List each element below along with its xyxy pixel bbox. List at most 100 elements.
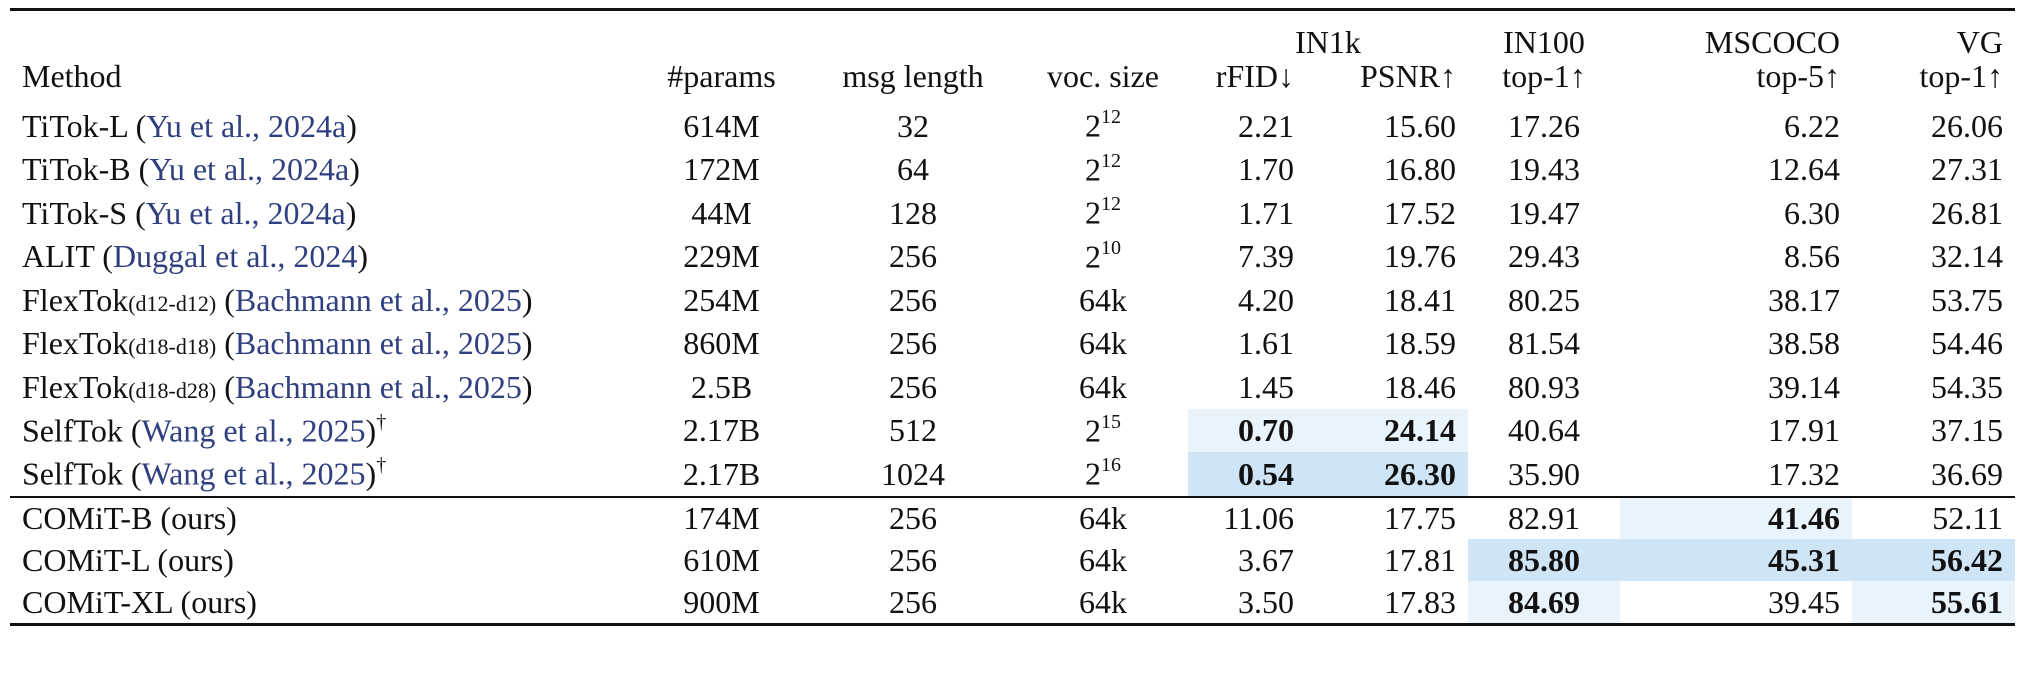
citation-link[interactable]: Duggal et al., 2024 bbox=[112, 238, 358, 275]
method-variant: (d18-d28) bbox=[128, 377, 217, 403]
method-cell: FlexTok(d12-d12) (Bachmann et al., 2025) bbox=[22, 281, 533, 318]
params-cell: 172M bbox=[683, 151, 760, 188]
col-psnr: PSNR↑ bbox=[1359, 58, 1457, 94]
col-vg-top1: top-1↑ bbox=[1919, 58, 2004, 94]
mscoco-cell: 8.56 bbox=[1784, 238, 1841, 275]
psnr-cell-highlight: 24.14 bbox=[1306, 408, 1469, 452]
voc-cell: 212 bbox=[1018, 104, 1188, 148]
table-row: ALIT (Duggal et al., 2024) 229M 256 210 … bbox=[10, 235, 2015, 279]
voc-base: 2 bbox=[1085, 238, 1101, 275]
col-msg-length: msg length bbox=[842, 58, 984, 94]
mscoco-cell: 6.22 bbox=[1784, 107, 1841, 144]
voc-exp: 10 bbox=[1101, 236, 1121, 259]
psnr-cell: 17.81 bbox=[1384, 542, 1457, 579]
method-cell: COMiT-B (ours) bbox=[22, 500, 237, 537]
psnr-cell: 16.80 bbox=[1384, 151, 1457, 188]
msg-cell: 128 bbox=[889, 194, 937, 231]
voc-base: 2 bbox=[1085, 151, 1101, 188]
mscoco-cell: 17.91 bbox=[1768, 412, 1841, 449]
method-name: FlexTok bbox=[22, 325, 129, 362]
msg-cell: 256 bbox=[889, 325, 937, 362]
in100-cell: 19.47 bbox=[1508, 194, 1581, 231]
method-variant: (d12-d12) bbox=[128, 290, 217, 316]
msg-cell: 256 bbox=[889, 281, 937, 318]
params-cell: 2.5B bbox=[690, 368, 753, 405]
rfid-cell: 3.67 bbox=[1238, 542, 1294, 579]
voc-base: 2 bbox=[1085, 456, 1101, 493]
in100-cell: 35.90 bbox=[1468, 452, 1621, 498]
table-row: FlexTok(d18-d28) (Bachmann et al., 2025)… bbox=[10, 365, 2015, 409]
psnr-cell: 15.60 bbox=[1384, 107, 1457, 144]
citation-link[interactable]: Bachmann et al., 2025 bbox=[234, 281, 522, 318]
table-row: COMiT-L (ours) 610M 256 64k 3.67 17.81 8… bbox=[10, 539, 2016, 582]
method-cell: SelfTok (Wang et al., 2025)† bbox=[22, 410, 387, 449]
table-row: FlexTok(d12-d12) (Bachmann et al., 2025)… bbox=[10, 278, 2015, 322]
mscoco-cell: 12.64 bbox=[1768, 151, 1841, 188]
vg-cell-highlight: 55.61 bbox=[1852, 581, 2016, 626]
params-cell: 900M bbox=[635, 581, 808, 626]
vg-cell: 32.14 bbox=[1931, 238, 2004, 275]
mscoco-cell: 39.45 bbox=[1620, 581, 1853, 626]
citation-link[interactable]: Yu et al., 2024a bbox=[145, 194, 346, 231]
vg-cell: 36.69 bbox=[1852, 452, 2016, 498]
voc-cell: 64k bbox=[1079, 281, 1127, 318]
method-name: FlexTok bbox=[22, 368, 129, 405]
psnr-cell: 17.52 bbox=[1384, 194, 1457, 231]
voc-exp: 12 bbox=[1101, 193, 1121, 216]
method-cell: TiTok-S (Yu et al., 2024a) bbox=[22, 194, 357, 231]
rfid-cell: 11.06 bbox=[1223, 500, 1294, 537]
params-cell: 2.17B bbox=[635, 452, 808, 498]
in100-cell: 80.93 bbox=[1508, 368, 1581, 405]
citation-link[interactable]: Bachmann et al., 2025 bbox=[234, 368, 522, 405]
voc-cell: 210 bbox=[1018, 235, 1188, 279]
params-cell: 44M bbox=[691, 194, 752, 231]
msg-cell: 256 bbox=[889, 500, 937, 537]
rfid-cell: 1.70 bbox=[1238, 151, 1294, 188]
mscoco-cell-highlight: 41.46 bbox=[1620, 496, 1853, 540]
in100-cell: 81.54 bbox=[1508, 325, 1581, 362]
method-name: SelfTok bbox=[22, 456, 123, 493]
voc-exp: 15 bbox=[1101, 410, 1121, 433]
col-group-in1k: IN1k bbox=[1295, 24, 1361, 60]
citation-link[interactable]: Bachmann et al., 2025 bbox=[234, 325, 522, 362]
table-row: TiTok-L (Yu et al., 2024a) 614M 32 212 2… bbox=[10, 104, 2015, 148]
method-cell: COMiT-L (ours) bbox=[22, 542, 234, 579]
params-cell: 614M bbox=[683, 107, 760, 144]
msg-cell: 512 bbox=[889, 412, 937, 449]
voc-cell: 64k bbox=[1079, 542, 1127, 579]
voc-cell: 212 bbox=[1018, 148, 1188, 192]
method-name: FlexTok bbox=[22, 281, 129, 318]
msg-cell: 256 bbox=[889, 368, 937, 405]
voc-cell: 64k bbox=[1079, 368, 1127, 405]
col-vg: VG bbox=[1956, 24, 2004, 60]
results-table: IN1k IN100 MSCOCO VG Method #params msg … bbox=[10, 8, 2016, 626]
table-row: TiTok-B (Yu et al., 2024a) 172M 64 212 1… bbox=[10, 148, 2015, 192]
vg-cell: 54.35 bbox=[1931, 368, 2004, 405]
col-mscoco: MSCOCO bbox=[1704, 24, 1841, 60]
vg-cell-highlight: 56.42 bbox=[1852, 539, 2016, 582]
citation-link[interactable]: Yu et al., 2024a bbox=[146, 107, 347, 144]
mscoco-cell-highlight: 45.31 bbox=[1620, 539, 1853, 582]
mscoco-cell: 38.58 bbox=[1768, 325, 1841, 362]
header-row-1: IN1k IN100 MSCOCO VG bbox=[10, 9, 2016, 61]
method-cell: SelfTok (Wang et al., 2025)† bbox=[10, 452, 635, 498]
voc-exp: 12 bbox=[1101, 149, 1121, 172]
vg-cell: 54.46 bbox=[1931, 325, 2004, 362]
method-cell: COMiT-XL (ours) bbox=[10, 581, 635, 626]
params-cell: 254M bbox=[683, 281, 760, 318]
rfid-cell: 1.71 bbox=[1238, 194, 1294, 231]
in100-cell: 29.43 bbox=[1508, 238, 1581, 275]
psnr-cell: 18.41 bbox=[1384, 281, 1457, 318]
psnr-cell-highlight: 26.30 bbox=[1306, 452, 1469, 498]
col-params: #params bbox=[667, 58, 776, 94]
msg-cell: 64 bbox=[897, 151, 929, 188]
col-in100-top1: top-1↑ bbox=[1502, 58, 1586, 94]
voc-cell: 215 bbox=[1018, 409, 1188, 453]
citation-link[interactable]: Yu et al., 2024a bbox=[149, 151, 350, 188]
citation-link[interactable]: Wang et al., 2025 bbox=[141, 456, 366, 493]
in100-cell: 82.91 bbox=[1508, 500, 1581, 537]
msg-cell: 256 bbox=[889, 542, 937, 579]
mscoco-cell: 38.17 bbox=[1768, 281, 1841, 318]
citation-link[interactable]: Wang et al., 2025 bbox=[141, 412, 366, 449]
